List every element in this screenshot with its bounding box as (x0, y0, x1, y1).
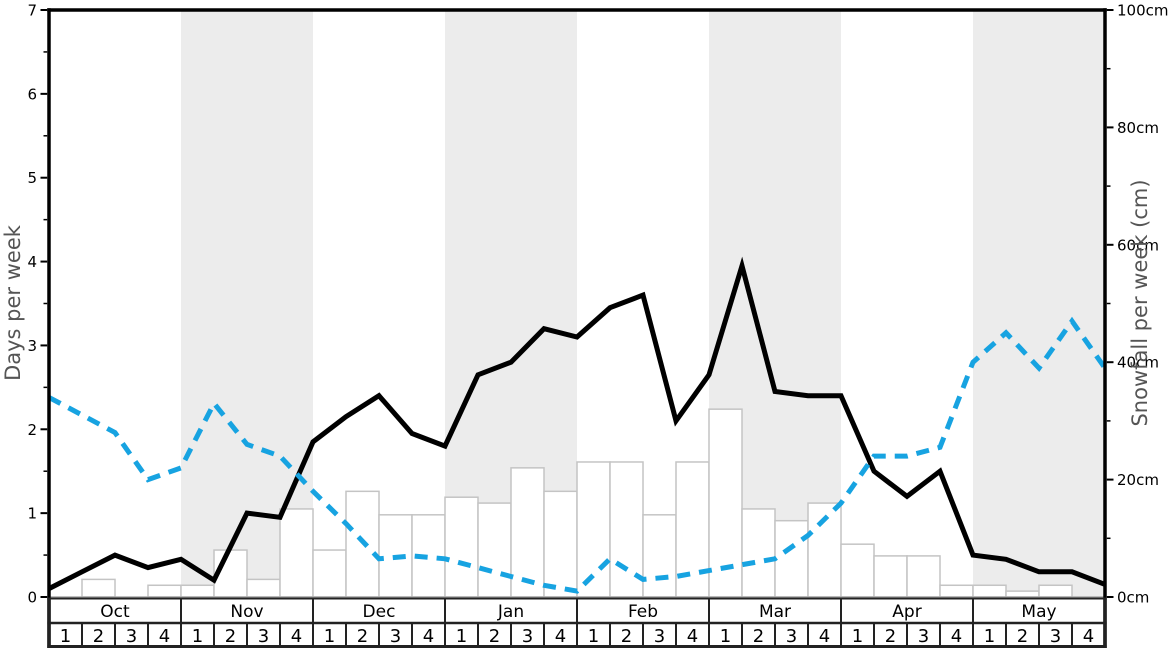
month-shading-band-nov (181, 10, 313, 597)
week-number-label: 4 (555, 626, 566, 647)
left-tick-label: 7 (27, 2, 37, 20)
week-number-label: 3 (1050, 626, 1061, 647)
snowfall-bar-week-19 (642, 514, 677, 598)
snowfall-bar-week-22 (741, 508, 776, 598)
week-number-label: 2 (93, 626, 104, 647)
snowfall-dashed-line (47, 316, 1108, 594)
right-axis-title: Snowfall per week (cm) (1128, 179, 1152, 426)
snowfall-bar-week-4 (147, 584, 182, 598)
left-tick-label: 1 (27, 505, 37, 523)
left-tick-label: 6 (27, 85, 37, 103)
snowfall-bar-week-29 (972, 584, 1007, 598)
week-number-label: 3 (918, 626, 929, 647)
week-number-label: 4 (1083, 626, 1094, 647)
week-number-label: 4 (951, 626, 962, 647)
week-number-label: 2 (621, 626, 632, 647)
left-tick-label: 0 (27, 589, 37, 607)
week-number-label: 1 (456, 626, 467, 647)
left-tick-label: 4 (27, 253, 37, 271)
right-tick-label: 60cm (1117, 236, 1159, 254)
snowfall-bar-week-30 (1005, 590, 1040, 598)
week-number-label: 1 (720, 626, 731, 647)
snowfall-bar-week-9 (312, 549, 347, 598)
week-number-label: 4 (159, 626, 170, 647)
week-number-label: 1 (852, 626, 863, 647)
right-tick-label: 0cm (1117, 589, 1149, 607)
week-number-label: 2 (225, 626, 236, 647)
week-number-label: 1 (588, 626, 599, 647)
week-number-label: 4 (423, 626, 434, 647)
week-number-label: 4 (819, 626, 830, 647)
week-number-label: 3 (126, 626, 137, 647)
left-axis-title: Days per week (1, 224, 25, 381)
month-label-feb: Feb (628, 602, 658, 622)
week-number-label: 1 (324, 626, 335, 647)
month-shading-band-may (973, 10, 1105, 597)
left-tick-label: 2 (27, 421, 37, 439)
snowfall-bar-week-26 (873, 555, 908, 598)
left-tick-label: 3 (27, 337, 37, 355)
left-tick-label: 5 (27, 169, 37, 187)
week-number-label: 3 (258, 626, 269, 647)
snowfall-bar-week-31 (1038, 584, 1073, 598)
month-label-dec: Dec (363, 602, 396, 622)
month-label-may: May (1021, 602, 1056, 622)
week-number-label: 2 (885, 626, 896, 647)
week-number-label: 2 (357, 626, 368, 647)
right-tick-label: 100cm (1117, 2, 1168, 20)
snowfall-bar-week-15 (510, 467, 545, 598)
right-tick-label: 20cm (1117, 471, 1159, 489)
week-number-label: 3 (786, 626, 797, 647)
week-number-label: 3 (654, 626, 665, 647)
snowfall-bar-week-25 (840, 543, 875, 598)
snowfall-bar-week-16 (543, 490, 578, 598)
week-number-label: 4 (687, 626, 698, 647)
right-tick-label: 80cm (1117, 119, 1159, 137)
month-label-apr: Apr (892, 602, 921, 622)
month-label-mar: Mar (759, 602, 791, 622)
week-number-label: 1 (984, 626, 995, 647)
month-label-jan: Jan (497, 602, 524, 622)
snowfall-bar-week-13 (444, 496, 479, 598)
snowfall-bar-week-7 (246, 578, 281, 598)
right-tick-label: 40cm (1117, 354, 1159, 372)
snowfall-bar-week-2 (81, 578, 116, 598)
snowfall-bar-week-27 (906, 555, 941, 598)
week-number-label: 3 (522, 626, 533, 647)
week-number-label: 1 (192, 626, 203, 647)
month-label-oct: Oct (100, 602, 130, 622)
week-number-label: 1 (60, 626, 71, 647)
days-per-week-line (47, 256, 1106, 591)
week-number-label: 2 (489, 626, 500, 647)
snowfall-bar-week-5 (180, 584, 215, 598)
week-number-label: 2 (753, 626, 764, 647)
month-label-nov: Nov (230, 602, 263, 622)
snowfall-bar-week-23 (774, 519, 809, 598)
week-number-label: 3 (390, 626, 401, 647)
week-number-label: 2 (1017, 626, 1028, 647)
snowfall-bar-week-28 (939, 584, 974, 598)
snowfall-bar-week-14 (477, 502, 512, 598)
snowfall-bar-week-8 (279, 508, 314, 598)
week-number-label: 4 (291, 626, 302, 647)
